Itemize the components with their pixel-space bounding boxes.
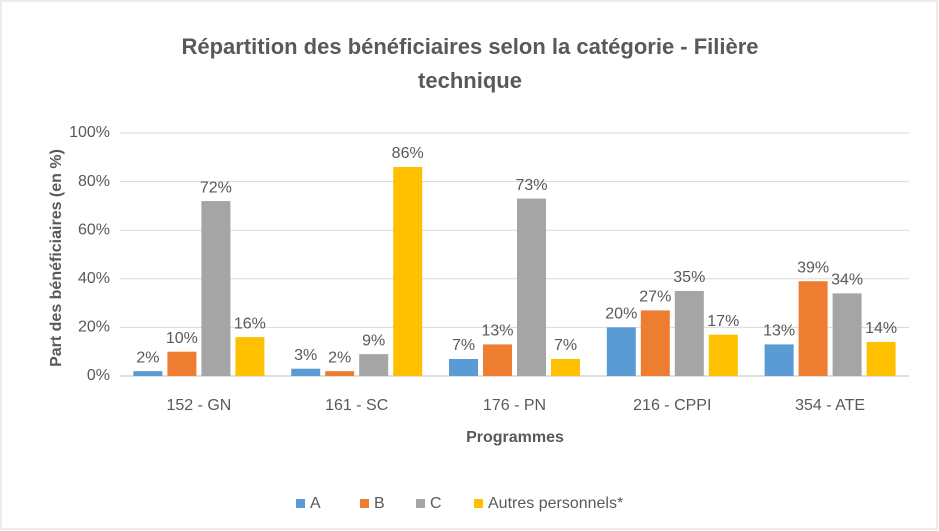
data-label: 17% [707,313,739,330]
data-label: 2% [328,349,351,366]
y-tick-label: 80% [78,173,110,190]
bar [133,371,163,376]
bar [866,341,896,376]
data-label: 73% [515,177,547,194]
x-tick-label: 161 - SC [325,397,388,414]
bar [551,358,580,376]
data-label: 10% [166,330,198,347]
bar [235,337,265,376]
bar [640,310,670,376]
data-label: 86% [392,145,424,162]
data-label: 27% [639,289,671,306]
bar [798,281,828,376]
data-label: 14% [865,320,897,337]
data-label: 35% [673,269,705,286]
data-label: 39% [797,259,829,276]
x-tick-label: 152 - GN [166,397,231,414]
bar [201,201,231,376]
bar [359,354,389,376]
data-label: 3% [294,347,317,364]
bar [832,293,862,376]
data-label: 9% [362,332,385,349]
bar [606,327,636,376]
y-axis-label: Part des bénéficiaires (en %) [48,149,65,367]
legend-swatch [360,499,369,508]
x-axis-label: Programmes [466,429,564,446]
y-tick-label: 60% [78,221,110,238]
bar [449,358,478,376]
legend-swatch [416,499,425,508]
y-tick-label: 0% [87,367,110,384]
bar [674,290,704,376]
legend-swatch [474,499,483,508]
legend-label: A [310,495,321,512]
legend-swatch [296,499,305,508]
y-tick-label: 40% [78,270,110,287]
bar [764,344,794,376]
data-label: 13% [763,323,795,340]
bar [167,351,197,376]
x-tick-label: 216 - CPPI [633,397,711,414]
bar [483,344,512,376]
x-tick-label: 354 - ATE [795,397,865,414]
y-tick-label: 20% [78,319,110,336]
legend-label: B [374,495,385,512]
bar [291,368,321,376]
data-label: 72% [200,179,232,196]
data-label: 7% [554,337,577,354]
data-label: 2% [136,349,159,366]
bar [517,198,546,376]
bar [325,371,355,376]
legend-label: C [430,495,442,512]
x-tick-label: 176 - PN [483,397,546,414]
data-label: 7% [452,337,475,354]
data-label: 13% [481,323,513,340]
data-label: 16% [234,315,266,332]
data-label: 20% [605,306,637,323]
legend-label: Autres personnels* [488,495,623,512]
data-label: 34% [831,272,863,289]
bar [708,334,738,376]
y-tick-label: 100% [69,124,110,141]
bar [393,167,423,376]
chart-title: Répartition des bénéficiaires selon la c… [181,34,759,93]
